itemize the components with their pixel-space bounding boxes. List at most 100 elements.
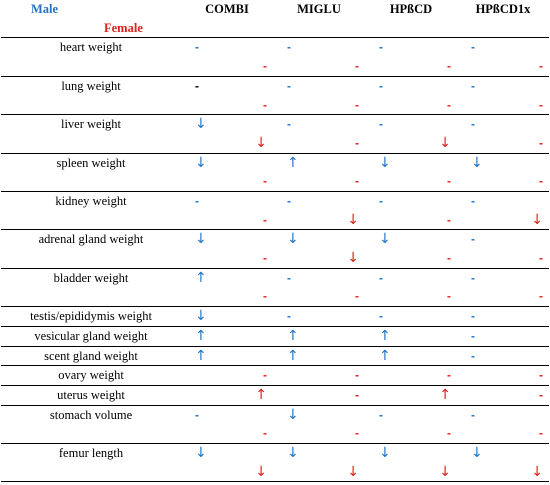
cell-hpbcd: - [365, 424, 457, 443]
no-change-dash: - [195, 193, 199, 208]
cell-hpbcd1x: - [457, 424, 549, 443]
down-arrow-icon: ↓ [195, 231, 207, 248]
no-change-dash: - [287, 309, 291, 324]
up-arrow-icon: ↑ [379, 327, 391, 344]
row-label: stomach volume [1, 404, 181, 425]
no-change-dash: - [447, 426, 451, 441]
cell-hpbcd1x: - [457, 267, 549, 288]
cell-hpbcd1x: - [457, 37, 549, 58]
up-arrow-icon: ↑ [255, 386, 267, 403]
cell-miglu: - [273, 365, 365, 386]
cell-miglu: ↓ [273, 211, 365, 230]
cell-hpbcd: ↑ [365, 325, 457, 347]
no-change-dash: - [539, 368, 543, 383]
down-arrow-icon: ↓ [287, 231, 299, 248]
cell-miglu: - [273, 384, 365, 406]
table-row: heart weight - - - - [1, 37, 549, 58]
cell-combi: ↓ [181, 152, 273, 173]
cell-miglu: - [273, 306, 365, 327]
down-arrow-icon: ↓ [255, 463, 267, 480]
table-row: adrenal gland weight ↓ ↓ ↓ - [1, 229, 549, 250]
cell-combi: ↓ [181, 229, 273, 250]
row-label [1, 424, 181, 443]
cell-hpbcd: ↓ [365, 229, 457, 250]
up-arrow-icon: ↑ [379, 347, 391, 364]
down-arrow-icon: ↓ [195, 154, 207, 171]
down-arrow-icon: ↓ [255, 134, 267, 151]
cell-miglu: - [273, 37, 365, 58]
no-change-dash: - [195, 40, 199, 55]
cell-combi: ↓ [181, 114, 273, 134]
table-row: femur length ↓ ↓ ↓ ↓ [1, 443, 549, 463]
cell-combi: ↓ [181, 134, 273, 153]
up-arrow-icon: ↑ [195, 269, 207, 286]
column-header-hpbcd: HPßCD [389, 2, 433, 16]
no-change-dash: - [263, 59, 267, 74]
table-row: ---- [1, 96, 549, 115]
no-change-dash: - [471, 232, 475, 247]
no-change-dash: - [471, 328, 475, 343]
cell-miglu: ↑ [273, 345, 365, 366]
down-arrow-icon: ↓ [379, 445, 391, 462]
table-row: ---- [1, 424, 549, 443]
cell-combi: - [181, 57, 273, 76]
cell-combi: - [181, 75, 273, 96]
up-arrow-icon: ↑ [439, 386, 451, 403]
cell-combi: - [181, 172, 273, 191]
cell-hpbcd: ↓ [365, 462, 457, 483]
cell-hpbcd: - [365, 365, 457, 386]
cell-hpbcd1x: - [457, 404, 549, 425]
down-arrow-icon: ↓ [347, 250, 359, 267]
table-row: ---- [1, 57, 549, 76]
cell-combi: ↑ [181, 267, 273, 288]
table-row: liver weight ↓ - - - [1, 114, 549, 134]
no-change-dash: - [539, 251, 543, 266]
table-row: - ↓ - ↓ [1, 211, 549, 230]
cell-miglu: - [273, 172, 365, 191]
no-change-dash: - [379, 309, 383, 324]
cell-hpbcd: - [365, 267, 457, 288]
cell-hpbcd1x: - [457, 249, 549, 268]
table-row: ↓ ↓ ↓ ↓ [1, 462, 549, 483]
table-row: ---- [1, 287, 549, 306]
no-change-dash: - [287, 193, 291, 208]
no-change-dash: - [355, 59, 359, 74]
row-label [1, 172, 181, 191]
row-label [1, 57, 181, 76]
cell-hpbcd: - [365, 75, 457, 96]
cell-hpbcd1x: - [457, 172, 549, 191]
no-change-dash: - [447, 368, 451, 383]
cell-hpbcd: - [365, 287, 457, 306]
no-change-dash: - [355, 135, 359, 150]
table-row: uterus weight ↑ - ↑ - [1, 384, 549, 406]
column-header-hpbcd1x: HPßCD1x [475, 2, 531, 16]
cell-miglu: - [273, 424, 365, 443]
cell-hpbcd1x: - [457, 287, 549, 306]
table-row: bladder weight ↑ - - - [1, 267, 549, 288]
cell-hpbcd1x: - [457, 114, 549, 134]
row-label [1, 96, 181, 115]
no-change-dash: - [539, 97, 543, 112]
female-header: Female [104, 20, 143, 35]
cell-miglu: - [273, 96, 365, 115]
cell-hpbcd: - [365, 96, 457, 115]
cell-miglu: - [273, 287, 365, 306]
no-change-dash: - [379, 117, 383, 132]
cell-combi: - [181, 424, 273, 443]
no-change-dash: - [379, 78, 383, 93]
down-arrow-icon: ↓ [195, 308, 207, 325]
no-change-dash: - [195, 407, 199, 422]
down-arrow-icon: ↓ [471, 445, 483, 462]
cell-combi: ↑ [181, 325, 273, 347]
cell-combi: ↑ [181, 345, 273, 366]
cell-hpbcd: - [365, 114, 457, 134]
down-arrow-icon: ↓ [379, 154, 391, 171]
no-change-dash: - [539, 289, 543, 304]
column-header-combi: COMBI [205, 2, 249, 16]
no-change-dash: - [471, 348, 475, 363]
cell-hpbcd1x: ↓ [457, 152, 549, 173]
cell-hpbcd1x: - [457, 325, 549, 347]
cell-hpbcd: - [365, 404, 457, 425]
cell-hpbcd1x: - [457, 384, 549, 406]
